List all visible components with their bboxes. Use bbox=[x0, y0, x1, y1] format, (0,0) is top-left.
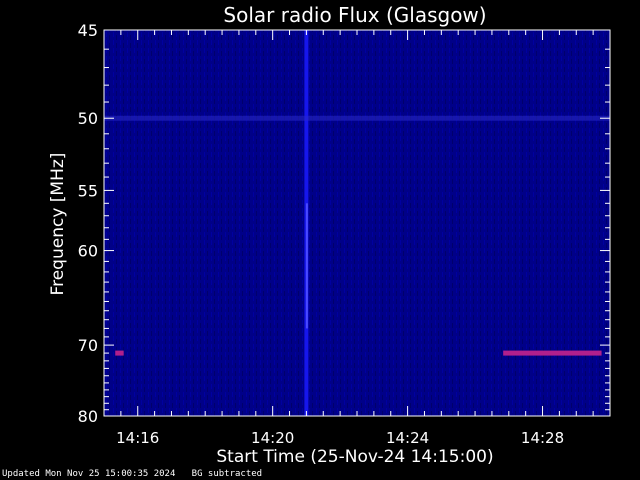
updated-timestamp: Updated Mon Nov 25 15:00:35 2024 bbox=[2, 469, 176, 479]
y-tick-label: 70 bbox=[78, 336, 98, 355]
spectrogram-plot-area bbox=[104, 30, 610, 416]
spectrogram-noise-texture bbox=[104, 30, 610, 416]
burst-layer bbox=[104, 30, 610, 416]
x-tick-label: 14:28 bbox=[521, 429, 564, 447]
y-tick-label: 60 bbox=[78, 242, 98, 261]
y-tick-label: 50 bbox=[78, 109, 98, 128]
x-axis-label: Start Time (25-Nov-24 14:15:00) bbox=[216, 447, 493, 467]
axes: 14:16 14:20 14:24 14:28 45 50 55 60 70 80 bbox=[78, 21, 611, 447]
y-tick-label: 80 bbox=[78, 407, 98, 426]
x-tick-label: 14:24 bbox=[386, 429, 429, 447]
y-tick-label: 45 bbox=[78, 21, 98, 40]
y-axis-label: Frequency [MHz] bbox=[48, 153, 68, 296]
chart-title: Solar radio Flux (Glasgow) bbox=[223, 3, 486, 27]
x-tick-label: 14:16 bbox=[116, 429, 159, 447]
vertical-burst-core-0 bbox=[305, 203, 308, 329]
interference-line-3 bbox=[115, 350, 124, 356]
footer-status: Updated Mon Nov 25 15:00:35 2024 BG subt… bbox=[2, 469, 262, 479]
y-tick-label: 55 bbox=[78, 181, 98, 200]
bg-subtracted-note: BG subtracted bbox=[191, 469, 263, 479]
interference-line-1 bbox=[104, 115, 610, 121]
x-tick-label: 14:20 bbox=[251, 429, 294, 447]
interference-line-2 bbox=[503, 350, 602, 356]
